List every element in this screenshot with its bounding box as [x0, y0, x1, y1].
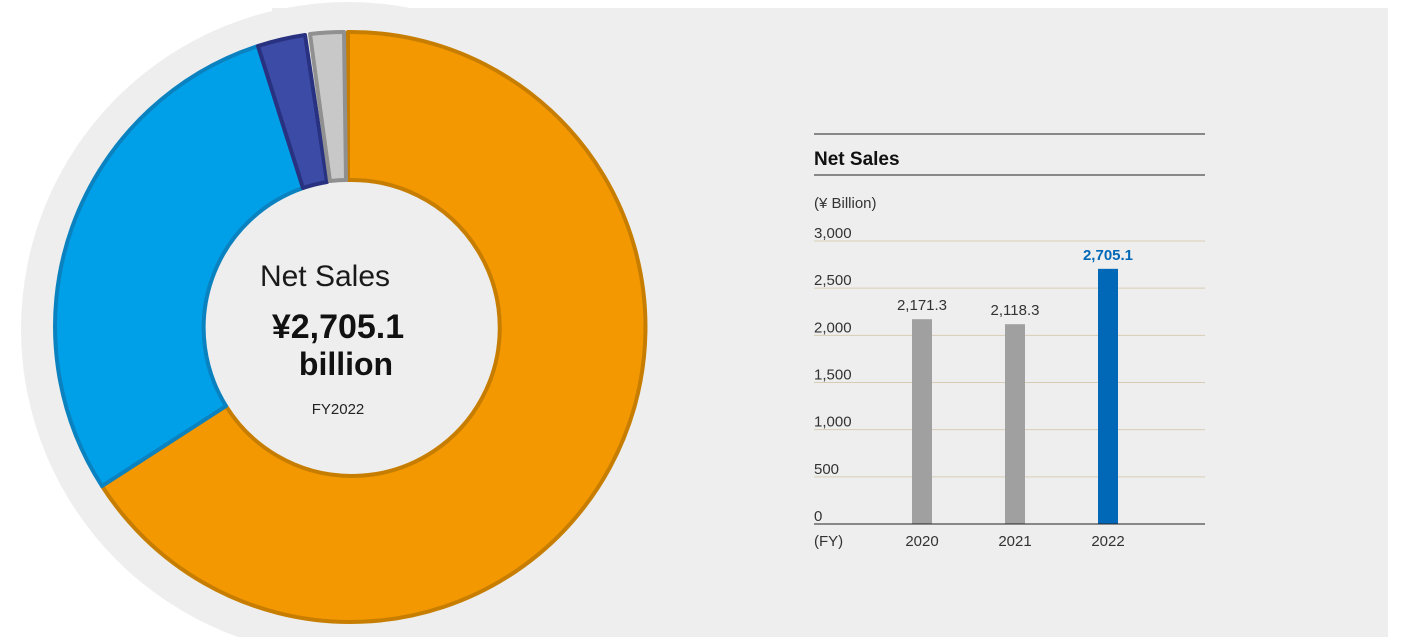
donut-slices [53, 29, 648, 624]
y-axis-unit-label: (¥ Billion) [814, 195, 877, 212]
x-axis-unit-label: (FY) [814, 533, 843, 550]
donut-center-unit: billion [299, 346, 393, 382]
value-label-2020: 2,171.3 [897, 297, 947, 314]
donut-slice-orange [100, 29, 648, 624]
y-tick-label: 0 [814, 508, 822, 525]
bar-chart-title: Net Sales [814, 149, 900, 170]
x-tick-labels: 2020 2021 2022 [905, 533, 1124, 550]
net-sales-donut-chart: Net Sales ¥2,705.1 billion FY2022 [21, 2, 675, 637]
donut-slice-blue [53, 44, 305, 488]
y-tick-label: 3,000 [814, 225, 852, 242]
donut-slice-navy [256, 33, 329, 190]
value-labels: 2,171.3 2,118.3 2,705.1 [897, 247, 1133, 319]
x-tick-label-2022: 2022 [1091, 533, 1124, 550]
bar-2021 [1005, 324, 1025, 524]
value-label-2021: 2,118.3 [991, 302, 1040, 319]
x-tick-label-2020: 2020 [905, 533, 938, 550]
donut-slice-gray [308, 30, 348, 183]
y-tick-label: 500 [814, 461, 839, 478]
donut-center-title: Net Sales [260, 260, 390, 293]
bar-2022 [1098, 268, 1118, 524]
bars [912, 268, 1118, 524]
donut-center-year: FY2022 [312, 401, 365, 418]
value-label-2022: 2,705.1 [1083, 247, 1133, 264]
y-tick-label: 1,000 [814, 414, 852, 431]
y-tick-label: 2,000 [814, 319, 852, 336]
donut-center-value: ¥2,705.1 [272, 308, 404, 346]
bar-2020 [912, 319, 932, 524]
y-tick-labels: 0 500 1,000 1,500 2,000 2,500 3,000 [814, 225, 852, 525]
y-tick-label: 1,500 [814, 367, 852, 384]
y-tick-label: 2,500 [814, 272, 852, 289]
x-tick-label-2021: 2021 [998, 533, 1031, 550]
net-sales-bar-chart: Net Sales (¥ Billion) 0 500 1,000 1,500 2,00… [814, 133, 1205, 550]
